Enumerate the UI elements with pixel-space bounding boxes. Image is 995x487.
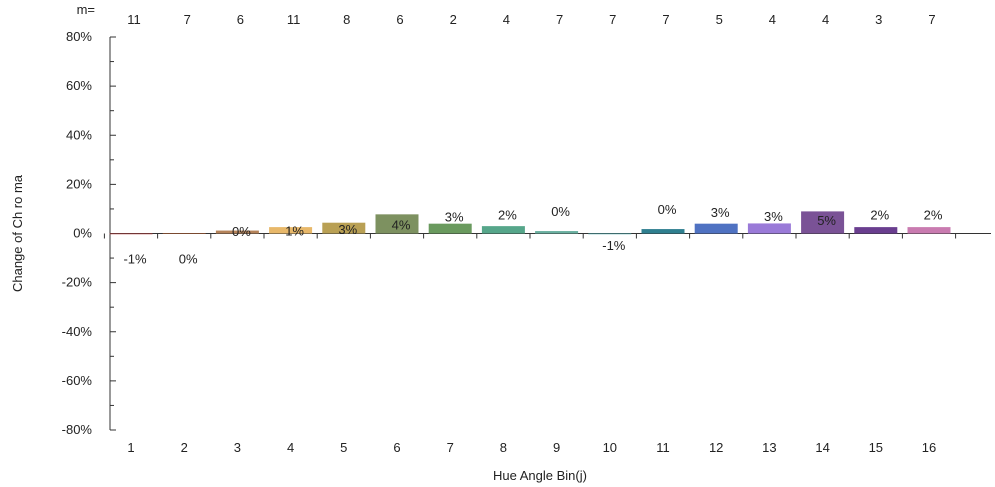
m-count-label: 7 bbox=[928, 12, 935, 27]
bar bbox=[535, 231, 579, 234]
x-tick-label: 9 bbox=[553, 440, 560, 455]
bar bbox=[375, 214, 419, 234]
m-count-label: 11 bbox=[127, 12, 141, 27]
x-tick-label: 8 bbox=[500, 440, 507, 455]
x-tick-label: 13 bbox=[762, 440, 776, 455]
x-tick-label: 16 bbox=[922, 440, 936, 455]
x-tick-label: 2 bbox=[181, 440, 188, 455]
y-tick-label: 20% bbox=[66, 176, 92, 191]
data-label: 3% bbox=[711, 205, 730, 220]
m-count-label: 6 bbox=[237, 12, 244, 27]
x-tick-label: 3 bbox=[234, 440, 241, 455]
y-tick-label: -20% bbox=[62, 275, 93, 290]
y-tick-label: -60% bbox=[62, 373, 93, 388]
data-label: 2% bbox=[924, 207, 943, 222]
bar bbox=[428, 223, 472, 234]
x-tick-label: 4 bbox=[287, 440, 294, 455]
m-count-label: 7 bbox=[184, 12, 191, 27]
x-tick-label: 12 bbox=[709, 440, 723, 455]
bar bbox=[269, 227, 313, 234]
data-label: 2% bbox=[498, 207, 517, 222]
data-label: -1% bbox=[602, 238, 626, 253]
m-count-label: 2 bbox=[450, 12, 457, 27]
data-labels: -1% 0% 0% 1% 3% 4% 3% 2% 0% -1% 0% 3% 3% 5% 2% 2% bbox=[123, 202, 942, 267]
m-count-label: 6 bbox=[396, 12, 403, 27]
data-label: 1% bbox=[285, 224, 304, 239]
m-count-label: 11 bbox=[287, 12, 301, 27]
x-axis: 1 2 3 4 5 6 7 8 9 10 11 12 13 14 15 16 bbox=[103, 233, 991, 455]
data-label: 2% bbox=[870, 207, 889, 222]
x-tick-label: 1 bbox=[127, 440, 134, 455]
x-tick-label: 6 bbox=[393, 440, 400, 455]
bar bbox=[694, 223, 738, 234]
x-axis-title: Hue Angle Bin(j) bbox=[493, 468, 587, 483]
bar bbox=[854, 227, 898, 234]
bar bbox=[588, 233, 632, 235]
data-label: 0% bbox=[551, 204, 570, 219]
y-axis-title: Change of Ch ro ma bbox=[10, 174, 25, 292]
y-tick-label: 40% bbox=[66, 127, 92, 142]
bar bbox=[162, 233, 206, 234]
data-label: -1% bbox=[123, 252, 147, 267]
bar bbox=[109, 233, 153, 235]
bar bbox=[747, 223, 791, 234]
x-tick-label: 14 bbox=[815, 440, 829, 455]
m-prefix-label: m= bbox=[77, 2, 95, 17]
x-tick-label: 11 bbox=[656, 440, 670, 455]
bar bbox=[801, 211, 845, 234]
data-label: 3% bbox=[764, 209, 783, 224]
y-axis: -80% -60% -40% -20% 0% 20% 40% 60% 80% bbox=[62, 29, 116, 437]
data-label: 0% bbox=[232, 224, 251, 239]
x-tick-label: 15 bbox=[869, 440, 883, 455]
m-count-label: 7 bbox=[556, 12, 563, 27]
data-label: 5% bbox=[817, 213, 836, 228]
y-tick-label: 60% bbox=[66, 78, 92, 93]
y-tick-label: 80% bbox=[66, 29, 92, 44]
m-count-label: 3 bbox=[875, 12, 882, 27]
bars bbox=[109, 211, 951, 235]
m-count-label: 8 bbox=[343, 12, 350, 27]
m-count-label: 5 bbox=[716, 12, 723, 27]
m-count-label: 7 bbox=[609, 12, 616, 27]
bar bbox=[641, 229, 685, 234]
data-label: 0% bbox=[658, 202, 677, 217]
bar bbox=[322, 222, 366, 234]
bar bbox=[215, 230, 259, 234]
data-label: 3% bbox=[338, 222, 357, 237]
y-tick-label: -80% bbox=[62, 422, 93, 437]
x-tick-label: 5 bbox=[340, 440, 347, 455]
m-count-label: 4 bbox=[503, 12, 510, 27]
y-tick-label: -40% bbox=[62, 324, 93, 339]
data-label: 4% bbox=[392, 218, 411, 233]
x-tick-label: 7 bbox=[447, 440, 454, 455]
m-count-label: 7 bbox=[662, 12, 669, 27]
m-count-label: 4 bbox=[822, 12, 829, 27]
m-count-row: m= 11 7 6 11 8 6 2 4 7 7 7 5 4 4 3 7 bbox=[77, 2, 936, 27]
bar bbox=[907, 227, 951, 234]
y-tick-label: 0% bbox=[73, 226, 92, 241]
x-tick-label: 10 bbox=[603, 440, 617, 455]
m-count-label: 4 bbox=[769, 12, 776, 27]
bar bbox=[481, 226, 525, 234]
data-label: 0% bbox=[179, 251, 198, 266]
data-label: 3% bbox=[445, 210, 464, 225]
